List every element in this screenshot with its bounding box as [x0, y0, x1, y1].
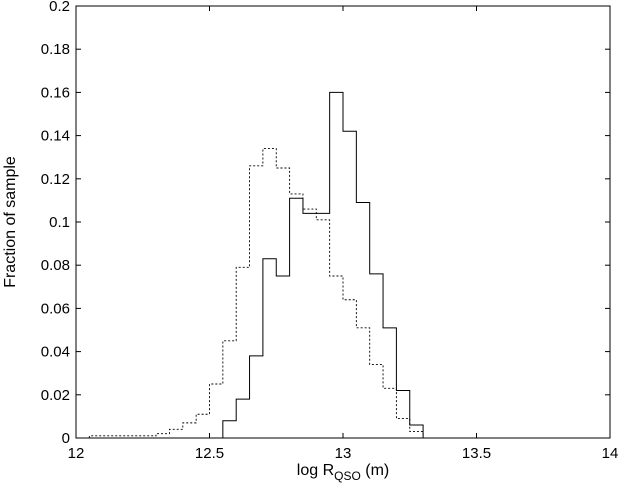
x-tick-label: 12.5: [195, 445, 224, 462]
x-axis-label: log RQSO (m): [297, 462, 389, 483]
histogram-series-solid: [222, 91, 424, 438]
y-tick-label: 0.14: [41, 128, 70, 145]
x-tick-label: 12: [68, 445, 85, 462]
y-tick-label: 0.04: [41, 344, 70, 361]
plot-area: [88, 91, 424, 438]
plot-frame: [75, 5, 611, 439]
y-tick-label: 0.02: [41, 387, 70, 404]
x-tick-label: 14: [602, 445, 619, 462]
y-tick-label: 0.06: [41, 300, 70, 317]
x-axis-label-subscript: QSO: [334, 469, 361, 483]
y-tick-label: 0.16: [41, 84, 70, 101]
y-tick-label: 0.18: [41, 41, 70, 58]
x-axis-label-main: log R: [297, 462, 334, 479]
x-axis: 12 12.5 13 13.5 14: [68, 6, 619, 462]
y-tick-label: 0: [62, 430, 70, 447]
y-tick-label: 0.2: [49, 0, 70, 15]
y-axis-label: Fraction of sample: [2, 156, 19, 288]
histogram-series-dotted: [88, 148, 424, 438]
y-tick-label: 0.08: [41, 257, 70, 274]
y-tick-label: 0.1: [49, 214, 70, 231]
y-tick-label: 0.12: [41, 171, 70, 188]
x-tick-label: 13.5: [462, 445, 491, 462]
x-axis-label-unit: (m): [361, 462, 389, 479]
y-axis: 0 0.02 0.04 0.06 0.08 0.1 0.12 0.14 0.16 0.18 0.2: [41, 0, 610, 447]
x-tick-label: 13: [335, 445, 352, 462]
